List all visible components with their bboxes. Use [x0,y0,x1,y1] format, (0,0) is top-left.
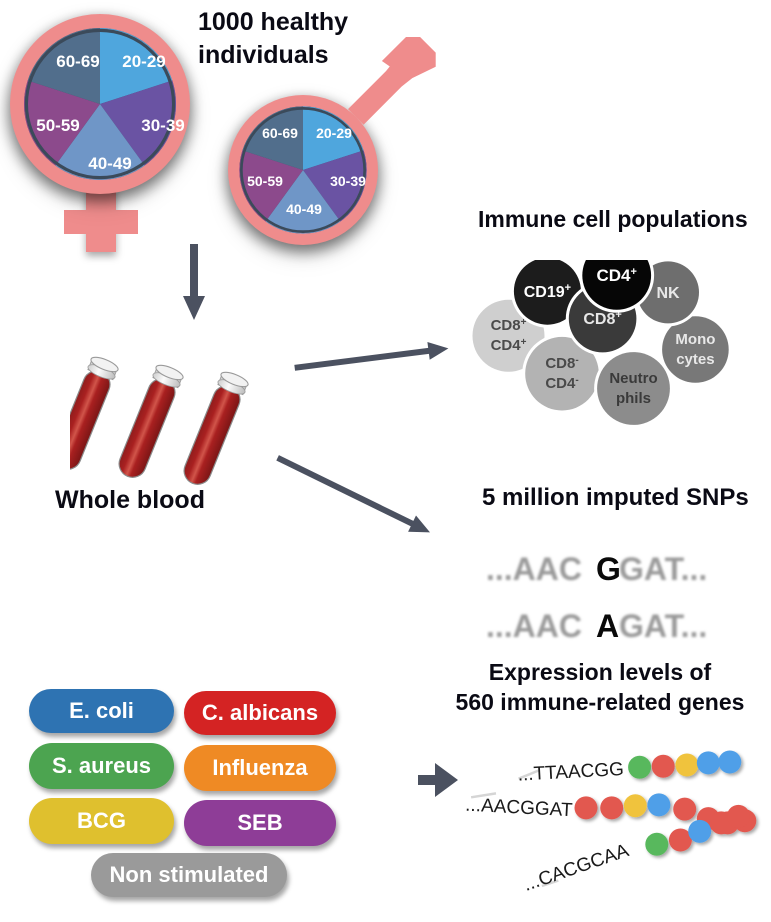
svg-text:...TTAACGG: ...TTAACGG [517,759,624,786]
svg-text:CD8-: CD8- [545,355,578,373]
svg-text:CD19+: CD19+ [524,282,571,301]
svg-text:...AACGGAT: ...AACGGAT [465,795,574,822]
svg-text:CD4-: CD4- [545,375,578,393]
svg-text:GAT...: GAT... [619,608,707,644]
svg-text:Neutro: Neutro [609,370,657,387]
svg-text:phils: phils [616,390,651,407]
svg-text:...AAC: ...AAC [486,551,582,587]
svg-text:...AAC: ...AAC [486,608,582,644]
svg-text:A: A [596,608,619,644]
svg-text:GAT...: GAT... [619,551,707,587]
svg-text:...CACGCAA: ...CACGCAA [521,840,632,896]
svg-text:G: G [596,551,621,587]
svg-text:Mono: Mono [675,331,715,348]
svg-text:cytes: cytes [676,351,714,368]
svg-text:NK: NK [656,285,680,302]
